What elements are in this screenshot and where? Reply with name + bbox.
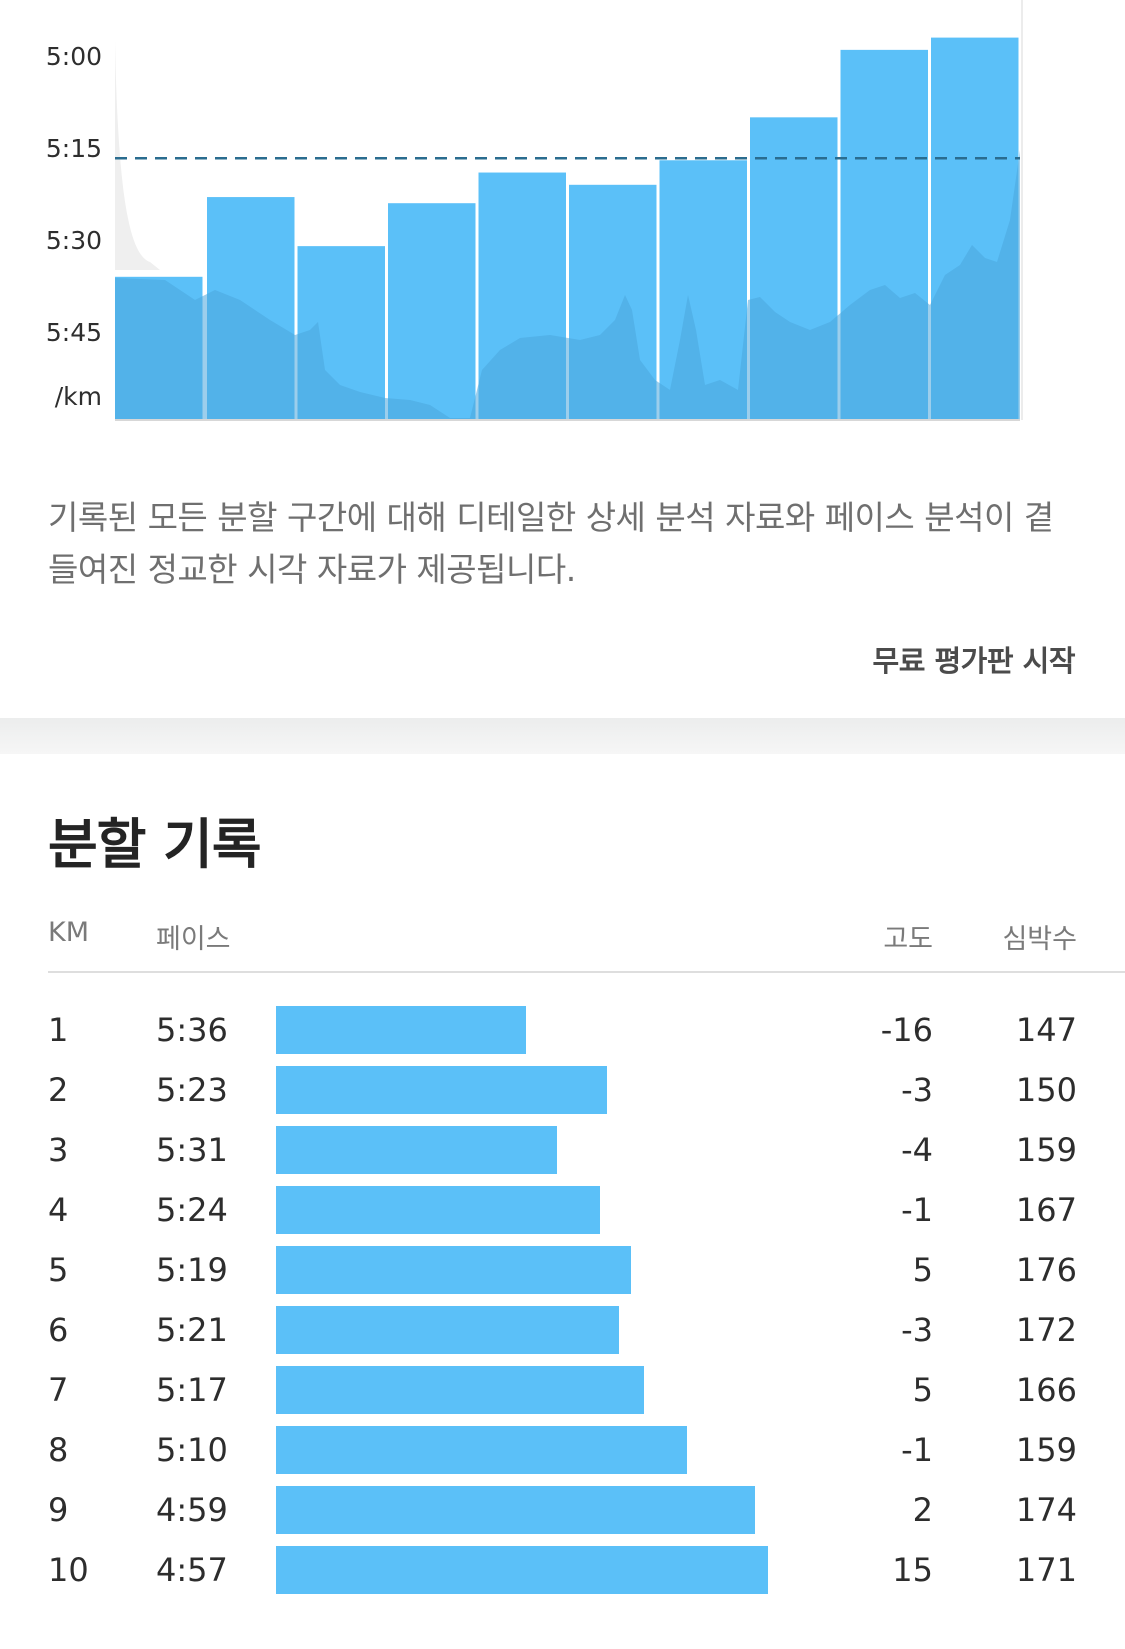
split-heart-rate: 166 (1015, 1371, 1077, 1409)
split-row: 8 5:10 -1 159 (48, 1426, 1077, 1486)
split-elevation: -1 (901, 1431, 933, 1469)
description-text: 기록된 모든 분할 구간에 대해 디테일한 상세 분석 자료와 페이스 분석이 … (48, 498, 1054, 589)
split-elevation: -4 (901, 1131, 933, 1169)
split-km: 7 (48, 1371, 69, 1409)
split-pace: 5:36 (156, 1011, 228, 1049)
header-km: KM (48, 917, 90, 948)
split-pace: 4:57 (156, 1551, 228, 1589)
header-heart-rate: 심박수 (1002, 924, 1077, 955)
split-km: 6 (48, 1311, 69, 1349)
split-row: 1 5:36 -16 147 (48, 1006, 1077, 1066)
split-pace-bar (276, 1426, 688, 1474)
split-elevation: 5 (912, 1371, 933, 1409)
start-free-trial-link[interactable]: 무료 평가판 시작 (872, 644, 1076, 678)
split-km: 1 (48, 1011, 69, 1049)
split-heart-rate: 171 (1015, 1551, 1077, 1589)
split-elevation: -1 (901, 1191, 933, 1229)
split-pace-bar (276, 1126, 557, 1174)
split-km: 3 (48, 1131, 69, 1169)
split-pace-bar (276, 1246, 632, 1294)
split-elevation: 15 (892, 1551, 933, 1589)
y-tick-label: 5:30 (46, 226, 102, 255)
split-pace: 5:17 (156, 1371, 228, 1409)
split-row: 7 5:17 5 166 (48, 1366, 1077, 1426)
split-heart-rate: 159 (1015, 1131, 1077, 1169)
split-pace: 5:10 (156, 1431, 228, 1469)
split-pace-bar (276, 1306, 619, 1354)
header-elevation: 고도 (883, 924, 933, 955)
split-elevation: 5 (912, 1251, 933, 1289)
split-pace: 5:31 (156, 1131, 228, 1169)
y-tick-label: 5:45 (46, 318, 102, 347)
split-pace: 5:23 (156, 1071, 228, 1109)
split-pace-bar (276, 1186, 601, 1234)
split-row: 5 5:19 5 176 (48, 1246, 1077, 1306)
elevation-area (115, 150, 1020, 420)
background-curve (115, 40, 160, 270)
split-row: 3 5:31 -4 159 (48, 1126, 1077, 1186)
split-km: 2 (48, 1071, 69, 1109)
split-row: 2 5:23 -3 150 (48, 1066, 1077, 1126)
split-elevation: -3 (901, 1071, 933, 1109)
split-pace: 5:21 (156, 1311, 228, 1349)
split-pace-bar (276, 1546, 768, 1594)
split-km: 8 (48, 1431, 69, 1469)
splits-table-body: 1 5:36 -16 147 2 5:23 -3 150 3 5:31 -4 159 4 5:24 -1 16… (48, 1006, 1077, 1606)
splits-table-header: KM 페이스 고도 심박수 (48, 905, 1125, 973)
split-km: 10 (48, 1551, 89, 1589)
split-pace: 5:24 (156, 1191, 228, 1229)
y-axis-unit: /km (55, 382, 102, 411)
pace-chart: 5:00 5:15 5:30 5:45/km (46, 0, 1023, 421)
split-pace: 4:59 (156, 1491, 228, 1529)
header-pace: 페이스 (156, 924, 231, 955)
split-elevation: -3 (901, 1311, 933, 1349)
split-row: 9 4:59 2 174 (48, 1486, 1077, 1546)
split-row: 4 5:24 -1 167 (48, 1186, 1077, 1246)
split-pace: 5:19 (156, 1251, 228, 1289)
split-pace-bar (276, 1006, 526, 1054)
split-row: 10 4:57 15 171 (48, 1546, 1077, 1606)
y-tick-label: 5:15 (46, 134, 102, 163)
split-km: 5 (48, 1251, 69, 1289)
split-heart-rate: 167 (1015, 1191, 1077, 1229)
split-pace-bar (276, 1066, 607, 1114)
split-km: 9 (48, 1491, 69, 1529)
pace-bar-km-4 (388, 203, 476, 420)
split-pace-bar (276, 1366, 644, 1414)
split-heart-rate: 159 (1015, 1431, 1077, 1469)
split-heart-rate: 147 (1015, 1011, 1077, 1049)
split-heart-rate: 172 (1015, 1311, 1077, 1349)
split-km: 4 (48, 1191, 69, 1229)
y-tick-label: 5:00 (46, 42, 102, 71)
split-heart-rate: 174 (1015, 1491, 1077, 1529)
y-axis-ticks: 5:00 5:15 5:30 5:45/km (46, 42, 102, 411)
split-heart-rate: 150 (1015, 1071, 1077, 1109)
split-elevation: 2 (912, 1491, 933, 1529)
split-heart-rate: 176 (1015, 1251, 1077, 1289)
split-elevation: -16 (880, 1011, 933, 1049)
split-row: 6 5:21 -3 172 (48, 1306, 1077, 1366)
split-pace-bar (276, 1486, 756, 1534)
section-divider (0, 718, 1125, 754)
splits-title: 분할 기록 (48, 813, 262, 876)
